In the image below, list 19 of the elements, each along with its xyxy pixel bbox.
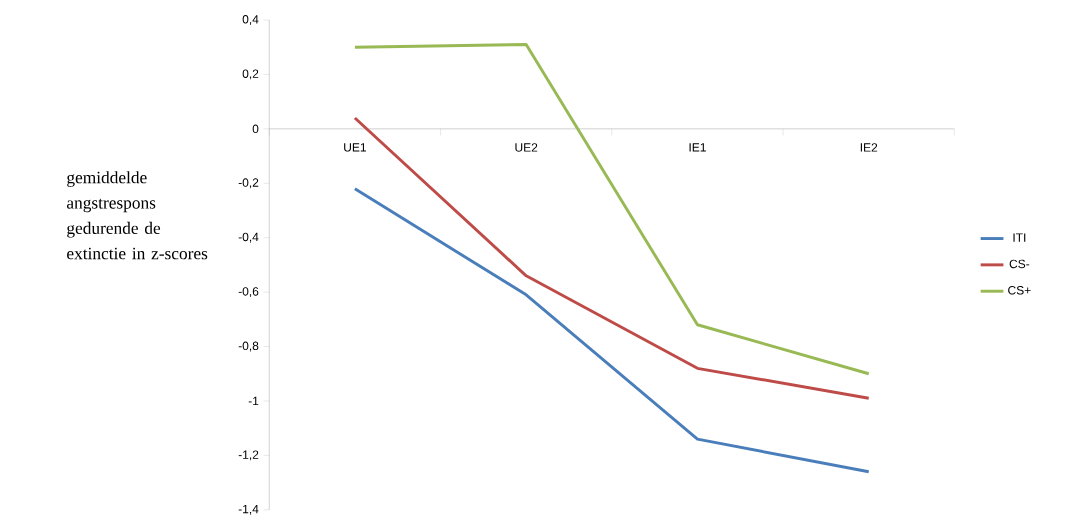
- y-tick-label: -1: [248, 396, 259, 406]
- y-tick-label: 0: [252, 124, 259, 134]
- y-tick-label: 0,4: [242, 15, 259, 26]
- x-tick-label: UE2: [515, 143, 538, 152]
- y-tick-label: -0,6: [238, 287, 259, 298]
- y-tick-label: -0,2: [238, 178, 259, 189]
- x-tick-label: IE1: [689, 143, 706, 152]
- y-tick-label: -1,2: [238, 450, 259, 461]
- y-tick-label: 0,2: [242, 69, 259, 80]
- y-tick-label: -1,4: [238, 505, 259, 515]
- y-axis-title: gemiddelde angstrespons gedurende de extinctie in z-scores: [67, 171, 208, 260]
- x-tick-label: UE1: [344, 143, 366, 152]
- x-tick-label: IE2: [860, 143, 878, 152]
- legend-label: CS-: [1009, 259, 1030, 269]
- y-tick-label: -0,4: [238, 232, 259, 243]
- line-series: [353, 187, 871, 474]
- y-tick-label: -0,8: [238, 341, 259, 352]
- legend-label: ITI: [1013, 233, 1026, 242]
- legend-label: CS+: [1008, 286, 1031, 295]
